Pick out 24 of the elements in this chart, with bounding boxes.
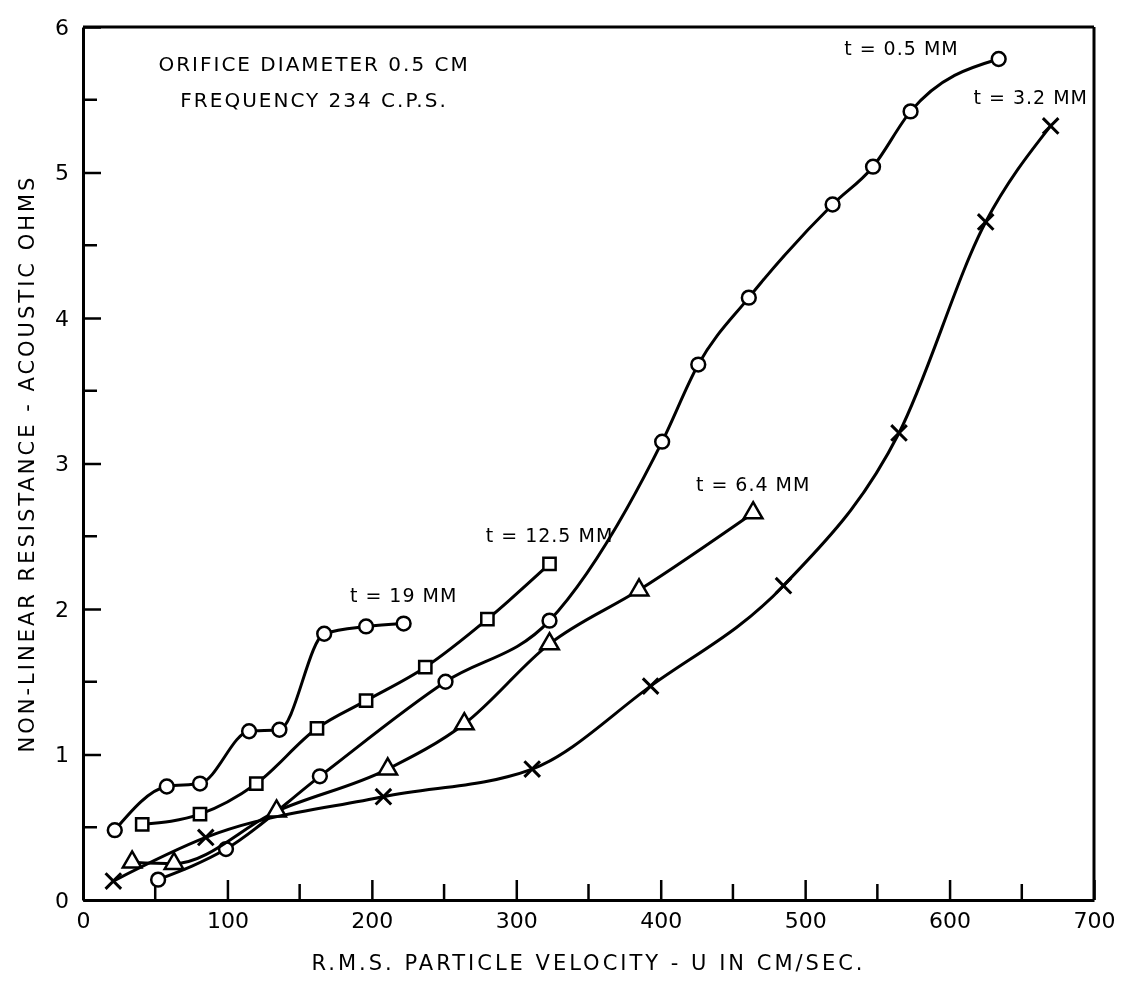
text: FREQUENCY 234 C.P.S.: [180, 88, 448, 113]
x-tick-label: 0: [76, 907, 91, 933]
x-tick-label: 700: [1073, 907, 1116, 933]
y-axis-title: NON-LINEAR RESISTANCE - ACOUSTIC OHMS: [15, 174, 39, 753]
x-tick-label: 600: [929, 907, 972, 933]
y-tick-label: 0: [55, 887, 69, 913]
x-tick-label: 500: [784, 907, 827, 933]
y-tick-label: 3: [55, 451, 69, 477]
y-tick-label: 1: [55, 742, 69, 768]
x-tick-label: 400: [640, 907, 683, 933]
x-tick-label: 300: [495, 907, 538, 933]
x-tick-label: 100: [206, 907, 249, 933]
x-tick-label: 200: [351, 907, 394, 933]
series-label: t = 12.5 MM: [485, 523, 614, 546]
y-tick-label: 2: [55, 596, 69, 622]
series-label: t = 6.4 MM: [695, 472, 811, 495]
y-tick-label: 5: [55, 160, 69, 186]
text: ORIFICE DIAMETER 0.5 CM: [158, 51, 470, 76]
x-axis-title: R.M.S. PARTICLE VELOCITY - U IN CM/SEC.: [311, 951, 866, 975]
y-tick-label: 4: [55, 305, 69, 331]
y-tick-label: 6: [55, 14, 69, 40]
series-label: t = 19 MM: [349, 583, 458, 606]
series-label: t = 0.5 MM: [844, 37, 959, 60]
series-label: t = 3.2 MM: [973, 85, 1088, 108]
